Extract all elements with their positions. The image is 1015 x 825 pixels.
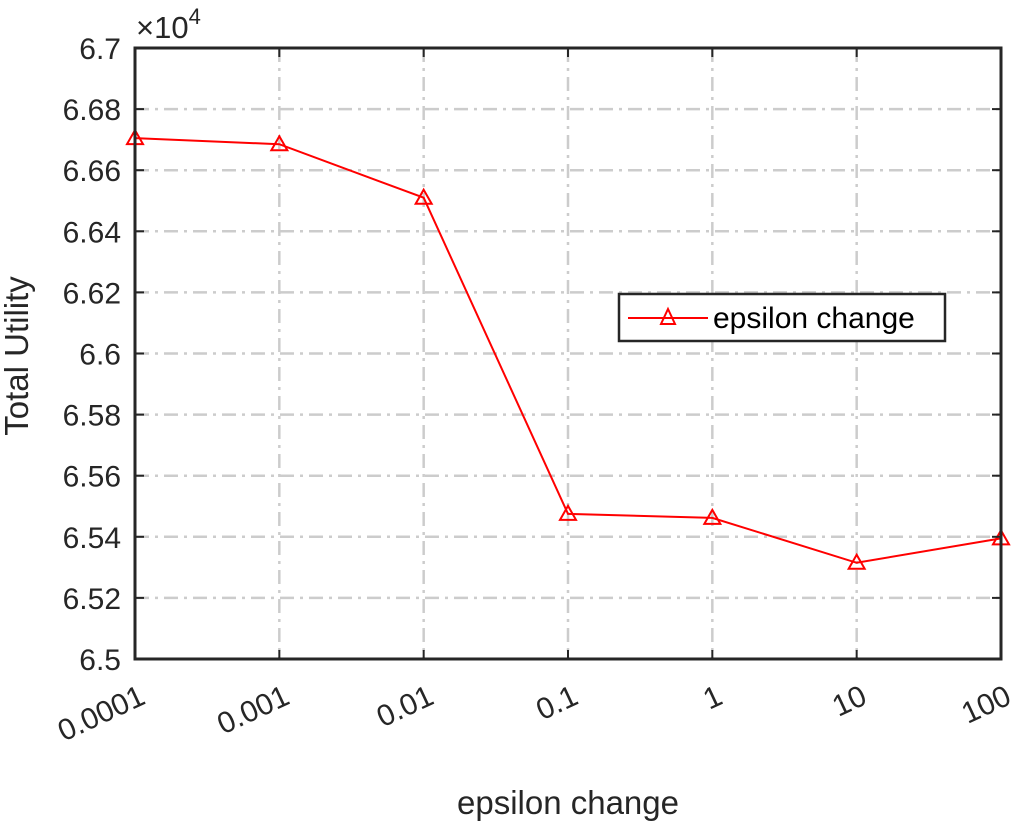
y-tick-label: 6.6 (79, 339, 121, 372)
data-point-marker (702, 507, 723, 525)
y-tick-label: 6.66 (63, 155, 121, 188)
x-tick-label: 1 (698, 679, 727, 716)
legend-marker-icon (659, 306, 677, 325)
data-point-marker (558, 503, 578, 521)
y-tick-label: 6.5 (79, 644, 121, 677)
y-tick-label: 6.7 (79, 33, 121, 66)
data-point-marker (846, 552, 867, 570)
series-line (134, 137, 1002, 564)
y-tick-label: 6.58 (63, 400, 121, 433)
x-tick-label: 100 (957, 679, 1015, 730)
y-tick-labels: 6.5 6.52 6.54 6.56 6.58 6.6 6.62 6.64 6.66 6.68 6.… (63, 33, 121, 677)
y-exponent-label: ×104 (136, 4, 201, 45)
y-axis-label: Total Utility (0, 276, 35, 436)
x-axis-label: epsilon change (457, 784, 679, 821)
x-tick-label: 10 (827, 679, 871, 723)
y-tick-label: 6.64 (63, 216, 121, 249)
x-tick-labels: 0.0001 0.001 0.01 0.1 1 10 100 (53, 679, 1015, 748)
x-tick-label: 0.01 (372, 679, 439, 734)
x-tick-label: 0.1 (531, 679, 583, 727)
y-tick-label: 6.52 (63, 583, 121, 616)
legend[interactable]: epsilon change (617, 292, 947, 343)
x-tick-label: 0.0001 (53, 679, 150, 748)
y-tick-label: 6.54 (63, 522, 121, 555)
ticks (134, 47, 1002, 660)
y-tick-label: 6.56 (63, 461, 121, 494)
y-tick-label: 6.68 (63, 94, 121, 127)
exponent-power: 4 (189, 4, 201, 29)
y-tick-label: 6.62 (63, 277, 121, 310)
exponent-base: ×10 (136, 10, 189, 45)
x-tick-label: 0.001 (212, 679, 294, 741)
legend-box (617, 292, 947, 343)
legend-label: epsilon change (713, 302, 915, 335)
data-point-marker (269, 134, 290, 152)
data-point-marker (413, 187, 434, 205)
